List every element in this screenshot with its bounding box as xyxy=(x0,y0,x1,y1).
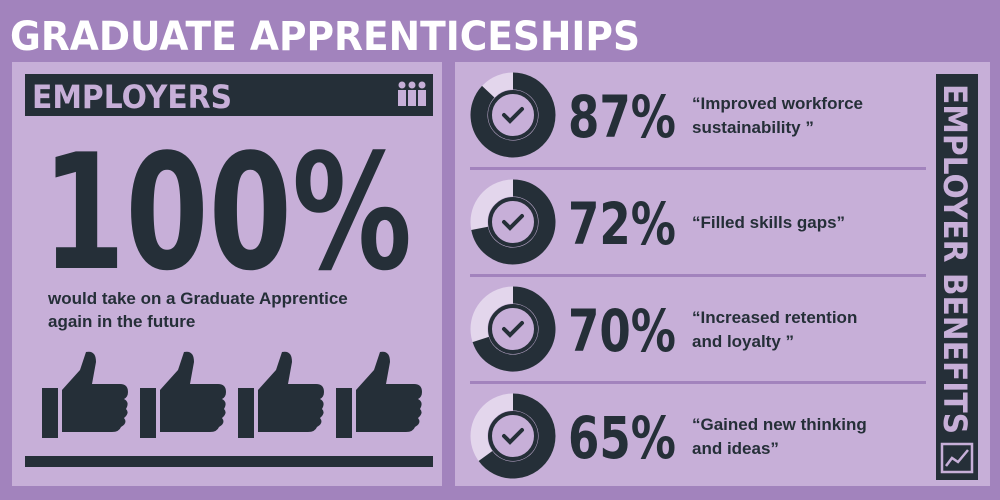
benefit-quote: “Gained new thinking xyxy=(692,415,867,434)
row-divider xyxy=(470,381,926,384)
gauge-arc xyxy=(472,286,556,372)
gauge-inner xyxy=(488,197,538,247)
gauge-inner xyxy=(488,304,538,354)
row-divider xyxy=(470,167,926,170)
gauge-inner xyxy=(488,411,538,461)
employers-caption: again in the future xyxy=(48,312,195,331)
benefit-percent: 70% xyxy=(568,297,676,365)
gauge-arc xyxy=(471,179,556,265)
benefit-quote: sustainability ” xyxy=(692,118,814,137)
benefit-quote: and ideas” xyxy=(692,439,779,458)
benefit-quote: “Increased retention xyxy=(692,308,857,327)
row-divider xyxy=(470,274,926,277)
people-icon xyxy=(398,81,426,106)
check-icon xyxy=(502,321,524,338)
employers-header-bar xyxy=(25,74,433,116)
title: GRADUATE APPRENTICESHIPS xyxy=(10,14,640,60)
check-icon xyxy=(502,428,524,445)
benefit-percent: 65% xyxy=(568,404,676,472)
benefit-percent: 72% xyxy=(568,190,676,258)
benefit-quote: “Improved workforce xyxy=(692,94,863,113)
benefit-quote: and loyalty ” xyxy=(692,332,794,351)
employers-footer-bar xyxy=(25,456,433,467)
chart-icon xyxy=(940,442,974,474)
employers-heading: EMPLOYERS xyxy=(32,78,232,116)
benefit-quote: “Filled skills gaps” xyxy=(692,213,845,232)
benefits-heading: EMPLOYER BENEFITS xyxy=(936,84,974,434)
check-icon xyxy=(502,214,524,231)
benefits-header-bar xyxy=(936,74,978,480)
benefit-percent: 87% xyxy=(568,83,676,151)
check-icon xyxy=(502,107,524,124)
employers-stat: 100% xyxy=(42,119,412,306)
gauge-inner xyxy=(488,90,538,140)
gauge-arc xyxy=(470,72,556,158)
employers-caption: would take on a Graduate Apprentice xyxy=(47,289,348,308)
gauge-arc xyxy=(478,393,556,479)
